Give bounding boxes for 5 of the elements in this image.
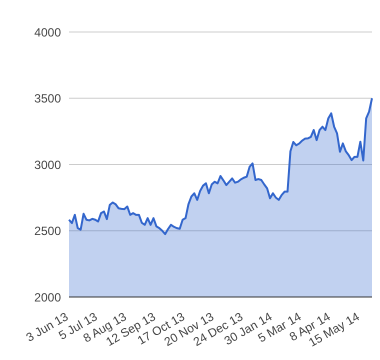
y-tick-label: 4000 bbox=[34, 25, 62, 40]
y-tick-label: 2000 bbox=[34, 290, 62, 304]
y-tick-label: 2500 bbox=[34, 224, 62, 238]
y-tick-label: 3000 bbox=[34, 158, 62, 172]
y-tick-label: 3500 bbox=[34, 92, 62, 106]
